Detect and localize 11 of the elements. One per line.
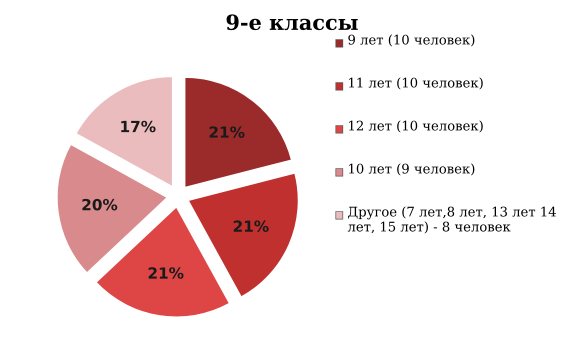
legend-label: 12 лет (10 человек) <box>349 120 483 132</box>
data-label: 21% <box>234 220 269 232</box>
data-label: 20% <box>82 198 118 210</box>
data-label: 21% <box>210 126 244 138</box>
legend-label: 9 лет (10 человек) <box>348 34 474 46</box>
legend-label: Другое (7 лет,8 лет, 13 лет 14 лет, 15 лет) - 8 человек <box>348 206 556 234</box>
data-label: 21% <box>148 267 184 279</box>
legend-label: 11 лет (10 человек) <box>349 77 483 90</box>
data-label: 17% <box>121 120 156 132</box>
legend-label: 10 лет (9 человек) <box>349 163 474 176</box>
chart-title: 9-е классы <box>226 14 358 30</box>
